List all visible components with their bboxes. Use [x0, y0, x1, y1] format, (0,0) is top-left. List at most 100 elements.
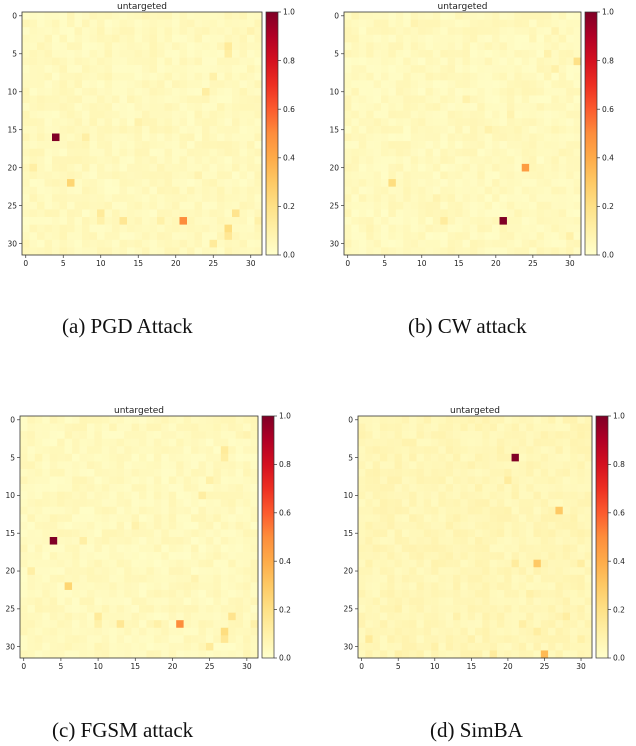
- heatmap-cell: [533, 597, 542, 606]
- heatmap-cell: [358, 620, 366, 629]
- heatmap-cell: [183, 642, 192, 651]
- heatmap-cell: [358, 179, 367, 187]
- heatmap-cell: [460, 582, 468, 591]
- heatmap-cell: [410, 171, 419, 180]
- heatmap-cell: [79, 552, 88, 560]
- heatmap-cell: [460, 468, 468, 477]
- heatmap-cell: [164, 27, 173, 36]
- heatmap-cell: [387, 461, 395, 470]
- heatmap-cell: [409, 499, 417, 508]
- heatmap-cell: [164, 232, 173, 241]
- heatmap-cell: [164, 141, 173, 149]
- heatmap-cell: [187, 27, 195, 36]
- heatmap-cell: [514, 49, 523, 58]
- heatmap-cell: [489, 468, 498, 477]
- heatmap-cell: [555, 514, 564, 523]
- heatmap-cell: [142, 72, 150, 81]
- heatmap-cell: [499, 201, 508, 210]
- heatmap-cell: [447, 209, 456, 218]
- heatmap-cell: [37, 201, 45, 210]
- heatmap-cell: [373, 148, 382, 157]
- heatmap-cell: [104, 232, 113, 241]
- heatmap-cell: [157, 72, 165, 81]
- heatmap-cell: [425, 186, 434, 195]
- heatmap-cell: [57, 650, 65, 659]
- heatmap-cell: [529, 209, 537, 218]
- heatmap-cell: [521, 103, 530, 112]
- heatmap-cell: [475, 446, 483, 455]
- heatmap-cell: [139, 484, 147, 492]
- heatmap-cell: [94, 453, 103, 462]
- heatmap-cell: [146, 529, 155, 538]
- heatmap-cell: [164, 87, 173, 96]
- heatmap-cell: [499, 118, 508, 127]
- heatmap-cell: [438, 597, 447, 606]
- heatmap-cell: [72, 544, 80, 553]
- heatmap-cell: [401, 620, 410, 629]
- y-tick-label: 10: [7, 87, 17, 96]
- heatmap-cell: [205, 416, 214, 424]
- heatmap-cell: [67, 49, 75, 58]
- heatmap-cell: [157, 171, 165, 180]
- heatmap-cell: [94, 597, 103, 606]
- heatmap-cell: [529, 171, 537, 180]
- heatmap-cell: [416, 468, 425, 477]
- heatmap-cell: [168, 514, 177, 523]
- heatmap-cell: [22, 19, 30, 28]
- heatmap-cell: [462, 118, 471, 127]
- colorbar-tick-label: 0.0: [602, 251, 614, 260]
- heatmap-cell: [366, 72, 374, 81]
- heatmap-cell: [49, 605, 58, 613]
- heatmap-cell: [172, 179, 180, 187]
- heatmap-cell: [157, 57, 165, 66]
- heatmap-cell: [543, 239, 552, 248]
- heatmap-cell: [372, 499, 381, 508]
- heatmap-cell: [460, 552, 468, 560]
- heatmap-cell: [243, 416, 251, 424]
- heatmap-cell: [484, 171, 493, 180]
- heatmap-cell: [460, 438, 468, 447]
- heatmap-cell: [254, 186, 263, 195]
- heatmap-cell: [89, 148, 98, 157]
- heatmap-cell: [496, 612, 505, 621]
- heatmap-cell: [146, 521, 155, 530]
- heatmap-cell: [94, 521, 103, 530]
- heatmap-cell: [540, 468, 549, 477]
- heatmap-cell: [555, 612, 564, 621]
- heatmap-cell: [224, 194, 233, 203]
- heatmap-cell: [94, 650, 103, 659]
- heatmap-cell: [521, 141, 530, 149]
- heatmap-cell: [555, 453, 564, 462]
- heatmap-cell: [387, 431, 395, 439]
- heatmap-cell: [358, 597, 366, 606]
- heatmap-cell: [57, 506, 65, 515]
- heatmap-cell: [254, 87, 263, 96]
- heatmap-cell: [183, 537, 192, 545]
- heatmap-cell: [209, 201, 218, 210]
- heatmap-cell: [172, 65, 180, 74]
- heatmap-cell: [149, 80, 158, 89]
- heatmap-cell: [112, 65, 120, 74]
- heatmap-cell: [134, 72, 143, 81]
- heatmap-cell: [119, 186, 128, 195]
- heatmap-cell: [555, 468, 564, 477]
- heatmap-cell: [239, 186, 248, 195]
- heatmap-cell: [228, 642, 236, 651]
- heatmap-cell: [146, 635, 155, 644]
- heatmap-cell: [401, 574, 410, 583]
- heatmap-cell: [250, 529, 259, 538]
- heatmap-cell: [496, 423, 505, 432]
- heatmap-cell: [209, 247, 218, 256]
- heatmap-cell: [254, 57, 263, 66]
- heatmap-cell: [467, 416, 476, 424]
- heatmap-cell: [176, 552, 184, 560]
- heatmap-cell: [551, 163, 560, 172]
- heatmap-cell: [460, 574, 468, 583]
- heatmap-cell: [179, 148, 188, 157]
- heatmap-cell: [187, 247, 195, 256]
- heatmap-cell: [445, 416, 454, 424]
- heatmap-cell: [44, 194, 53, 203]
- heatmap-cell: [570, 506, 578, 515]
- heatmap-cell: [127, 156, 135, 165]
